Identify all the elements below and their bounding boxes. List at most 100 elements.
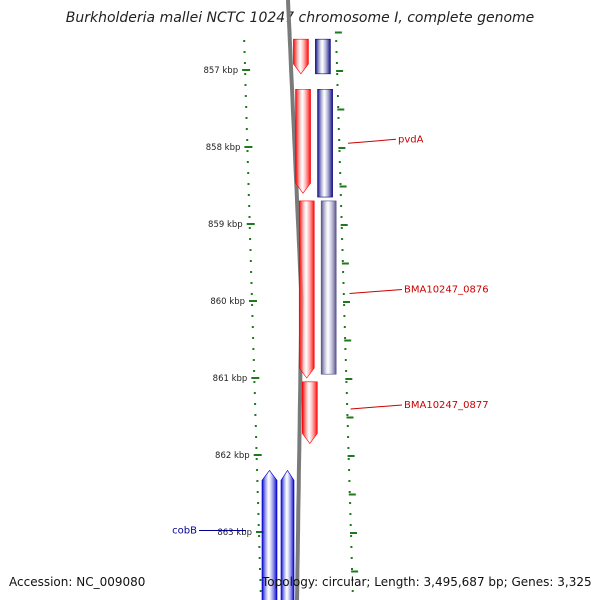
tick-dot	[259, 568, 261, 570]
tick-dot	[247, 194, 250, 196]
tick-dot	[248, 227, 251, 229]
tick-dot	[351, 568, 353, 570]
tick-dot	[344, 337, 347, 339]
tick-dot	[340, 227, 343, 229]
tick-dot	[336, 95, 339, 97]
tick-dot	[346, 414, 349, 416]
tick-dot	[247, 183, 250, 185]
tick-dot	[254, 403, 257, 405]
gene-label[interactable]: cobB	[172, 526, 197, 537]
tick-dot	[342, 282, 345, 284]
gene-arrow-forward[interactable]	[295, 88, 311, 194]
tick-dot	[255, 447, 258, 449]
gene-arrow-forward[interactable]	[293, 38, 309, 75]
tick-dot	[252, 348, 255, 350]
tick-dot	[343, 304, 346, 306]
kbp-label: 857 kbp	[203, 66, 238, 76]
tick-dot	[338, 161, 341, 163]
tick-dot	[351, 579, 354, 581]
tick-dot	[256, 469, 259, 471]
minor-tick	[340, 224, 348, 226]
tick-dot	[243, 51, 246, 53]
tick-dot	[345, 370, 348, 372]
tick-dot	[350, 546, 353, 548]
minor-tick	[336, 70, 344, 72]
tick-dot	[350, 557, 353, 559]
tick-dot	[257, 524, 260, 526]
tick-dot	[339, 183, 342, 185]
gene-arrow-forward[interactable]	[302, 381, 318, 444]
tick-dot	[252, 359, 255, 361]
tick-dot	[337, 128, 340, 130]
kbp-label: 860 kbp	[210, 297, 245, 307]
tick-dot	[248, 216, 251, 218]
tick-dot	[345, 392, 348, 394]
kbp-tick	[256, 531, 264, 533]
gene-arrow-reverse[interactable]	[261, 469, 278, 600]
tick-dot	[339, 194, 342, 196]
tick-dot	[335, 40, 338, 42]
accession-label: Accession: NC_009080	[9, 575, 146, 589]
tick-dot	[345, 381, 348, 383]
kbp-label: 859 kbp	[208, 220, 243, 230]
tick-dot	[344, 359, 347, 361]
tick-dot	[256, 491, 259, 493]
tick-dot	[338, 150, 341, 152]
tick-dot	[244, 95, 247, 97]
tick-dot	[347, 447, 350, 449]
minor-tick	[345, 378, 353, 380]
tick-dot	[348, 491, 351, 493]
tick-dot	[253, 381, 256, 383]
kbp-tick	[249, 300, 257, 302]
gene-arrow-forward[interactable]	[298, 200, 315, 379]
genome-title: Burkholderia mallei NCTC 10247 chromosom…	[65, 10, 535, 26]
tick-dot	[258, 535, 261, 537]
label-leader-line	[350, 404, 403, 410]
minor-tick	[339, 185, 347, 188]
tick-dot	[349, 513, 352, 515]
minor-tick	[351, 570, 359, 573]
kbp-tick	[251, 377, 260, 379]
tick-dot	[335, 62, 338, 64]
tick-dot	[255, 436, 258, 438]
tick-dot	[250, 282, 253, 284]
tick-dot	[336, 73, 339, 75]
tick-dot	[351, 590, 354, 592]
tick-dot	[248, 205, 251, 207]
tick-dot	[250, 271, 253, 273]
tick-dot	[258, 546, 261, 548]
gene-arrow-reverse[interactable]	[317, 88, 333, 198]
tick-dot	[246, 139, 249, 141]
minor-tick	[347, 455, 355, 457]
tick-dot	[246, 150, 249, 152]
tick-dot	[244, 73, 247, 75]
gene-arrow-reverse[interactable]	[280, 469, 295, 600]
gene-arrow-reverse[interactable]	[315, 38, 331, 75]
tick-dot	[349, 524, 352, 526]
kbp-tick	[246, 223, 255, 225]
tick-dot	[341, 249, 344, 251]
tick-dot	[252, 337, 255, 339]
minor-tick	[341, 262, 349, 265]
tick-dot	[337, 106, 340, 108]
tick-dot	[335, 51, 338, 53]
tick-dot	[243, 40, 246, 42]
gene-label[interactable]: BMA10247_0876	[404, 285, 489, 296]
tick-dot	[346, 403, 349, 405]
gene-arrow-reverse[interactable]	[320, 200, 337, 375]
tick-dot	[249, 249, 252, 251]
tick-dot	[342, 271, 345, 273]
tick-dot	[250, 293, 253, 295]
gene-label[interactable]: BMA10247_0877	[404, 400, 489, 411]
gene-label[interactable]: pvdA	[398, 134, 424, 145]
tick-dot	[253, 392, 256, 394]
tick-dot	[251, 326, 254, 328]
tick-dot	[255, 458, 258, 460]
minor-tick	[338, 147, 346, 149]
tick-dot	[350, 535, 353, 537]
tick-dot	[251, 304, 254, 306]
tick-dot	[343, 326, 346, 328]
tick-dot	[258, 557, 261, 559]
tick-dot	[259, 590, 262, 592]
